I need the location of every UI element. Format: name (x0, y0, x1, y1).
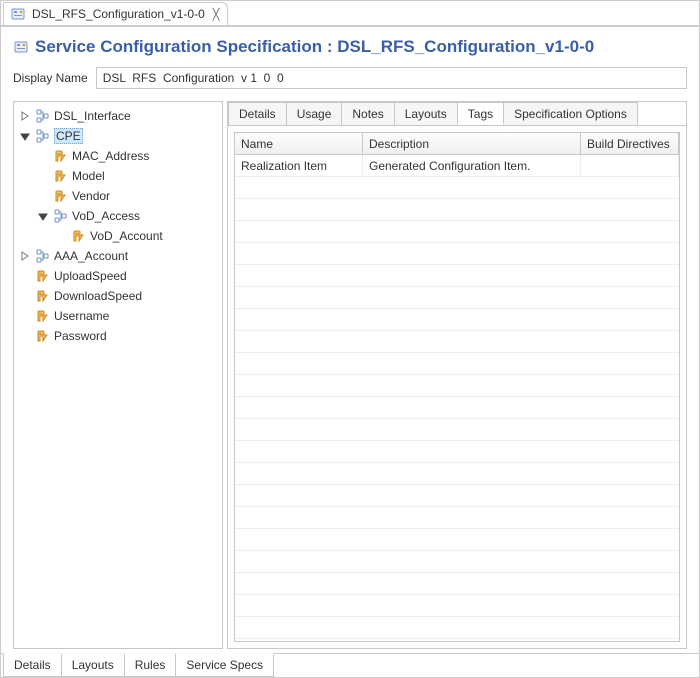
tree-node[interactable]: CPE (14, 126, 222, 146)
bottom-tab-details[interactable]: Details (3, 653, 62, 677)
tab-tags[interactable]: Tags (457, 102, 504, 125)
grid-body: Realization ItemGenerated Configuration … (235, 155, 679, 641)
tree-node-label: Model (72, 169, 105, 183)
bottom-tab-service-specs[interactable]: Service Specs (175, 653, 274, 677)
spec-icon (13, 39, 29, 55)
tree-node-label: Username (54, 309, 109, 323)
tree-node-label: DownloadSpeed (54, 289, 142, 303)
column-header[interactable]: Name (235, 133, 363, 154)
structure-icon (34, 248, 50, 264)
bottom-tab-strip: DetailsLayoutsRulesService Specs (1, 653, 699, 677)
editor-tab-label: DSL_RFS_Configuration_v1-0-0 (30, 7, 207, 21)
chevron-down-icon[interactable] (20, 131, 30, 141)
tree-arrow-spacer (20, 311, 30, 321)
bottom-tab-rules[interactable]: Rules (124, 653, 177, 677)
tree-arrow-spacer (38, 191, 48, 201)
editor-content: Service Configuration Specification : DS… (1, 27, 699, 653)
table-cell: Realization Item (235, 155, 363, 177)
tree-node[interactable]: VoD_Account (14, 226, 222, 246)
tree-arrow-spacer (20, 331, 30, 341)
tree-node-label: AAA_Account (54, 249, 128, 263)
tree-node[interactable]: Username (14, 306, 222, 326)
tree-node-label: VoD_Account (90, 229, 163, 243)
tree-node[interactable]: MAC_Address (14, 146, 222, 166)
column-header[interactable]: Description (363, 133, 581, 154)
column-header[interactable]: Build Directives (581, 133, 679, 154)
tree-node[interactable]: DSL_Interface (14, 106, 222, 126)
title-row: Service Configuration Specification : DS… (13, 37, 687, 57)
tree-arrow-spacer (20, 291, 30, 301)
tree-node[interactable]: DownloadSpeed (14, 286, 222, 306)
tree-node-label: UploadSpeed (54, 269, 127, 283)
tab-specification-options[interactable]: Specification Options (503, 102, 638, 125)
chevron-right-icon[interactable] (20, 251, 30, 261)
tab-details[interactable]: Details (228, 102, 287, 125)
page-title: Service Configuration Specification : DS… (35, 37, 594, 57)
tree-arrow-spacer (20, 271, 30, 281)
tree-node[interactable]: Vendor (14, 186, 222, 206)
close-icon[interactable]: ╳ (211, 8, 220, 21)
chevron-right-icon[interactable] (20, 111, 30, 121)
spec-icon (10, 6, 26, 22)
tree-node-label: VoD_Access (72, 209, 140, 223)
table-row[interactable]: Realization ItemGenerated Configuration … (235, 155, 679, 177)
attribute-icon (34, 268, 50, 284)
display-name-field: Display Name (13, 67, 687, 89)
inner-tab-strip: DetailsUsageNotesLayoutsTagsSpecificatio… (228, 102, 686, 126)
attribute-icon (52, 168, 68, 184)
tree-arrow-spacer (38, 171, 48, 181)
display-name-input[interactable] (96, 67, 687, 89)
bottom-tab-layouts[interactable]: Layouts (61, 653, 125, 677)
tree-node[interactable]: AAA_Account (14, 246, 222, 266)
split-pane: DSL_Interface CPE MAC_Address Model Vendor Vo… (13, 101, 687, 649)
tree-node[interactable]: VoD_Access (14, 206, 222, 226)
table-cell: Generated Configuration Item. (363, 155, 581, 177)
structure-icon (52, 208, 68, 224)
editor-tab-strip: DSL_RFS_Configuration_v1-0-0 ╳ (1, 1, 699, 27)
tags-grid[interactable]: NameDescriptionBuild Directives Realizat… (234, 132, 680, 642)
tree-node[interactable]: UploadSpeed (14, 266, 222, 286)
tree-node[interactable]: Model (14, 166, 222, 186)
tree-node-label: Vendor (72, 189, 110, 203)
attribute-icon (52, 188, 68, 204)
tree-node[interactable]: Password (14, 326, 222, 346)
tree-node-label: MAC_Address (72, 149, 149, 163)
tree-arrow-spacer (56, 231, 66, 241)
structure-icon (34, 128, 50, 144)
editor-tab[interactable]: DSL_RFS_Configuration_v1-0-0 ╳ (3, 2, 228, 26)
chevron-down-icon[interactable] (38, 211, 48, 221)
tree-node-label: CPE (54, 128, 83, 144)
grid-header: NameDescriptionBuild Directives (235, 133, 679, 155)
right-pane: DetailsUsageNotesLayoutsTagsSpecificatio… (227, 101, 687, 649)
structure-icon (34, 108, 50, 124)
tab-usage[interactable]: Usage (286, 102, 343, 125)
tree-node-label: DSL_Interface (54, 109, 131, 123)
attribute-icon (52, 148, 68, 164)
tree-pane[interactable]: DSL_Interface CPE MAC_Address Model Vendor Vo… (13, 101, 223, 649)
display-name-label: Display Name (13, 71, 88, 85)
tab-layouts[interactable]: Layouts (394, 102, 458, 125)
attribute-icon (34, 328, 50, 344)
table-cell (581, 155, 679, 177)
attribute-icon (70, 228, 86, 244)
tree-node-label: Password (54, 329, 107, 343)
tab-notes[interactable]: Notes (341, 102, 394, 125)
attribute-icon (34, 308, 50, 324)
editor-root: DSL_RFS_Configuration_v1-0-0 ╳ Service C… (0, 0, 700, 678)
tab-strip-filler (637, 102, 686, 125)
tree-arrow-spacer (38, 151, 48, 161)
attribute-icon (34, 288, 50, 304)
